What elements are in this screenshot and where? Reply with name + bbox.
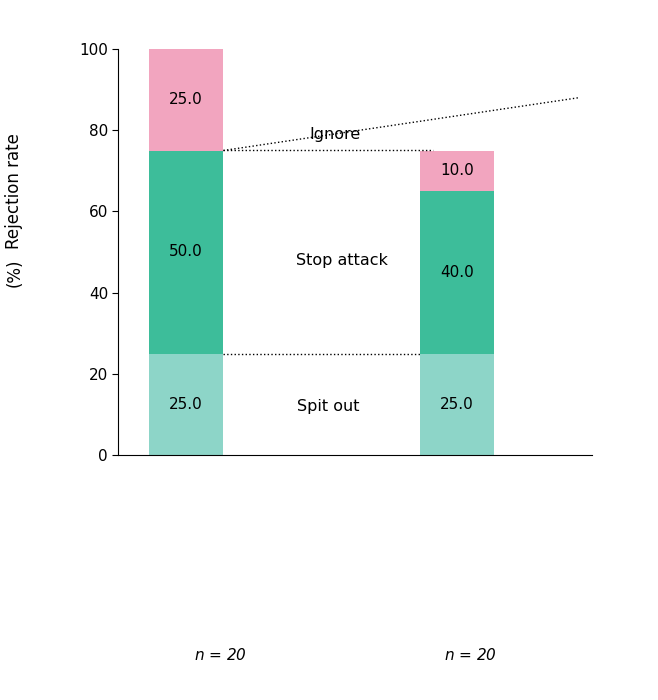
Text: Stop attack: Stop attack — [296, 253, 388, 267]
Text: Ignore: Ignore — [309, 127, 361, 142]
Text: $n$ = 20: $n$ = 20 — [194, 647, 247, 662]
Text: 25.0: 25.0 — [169, 397, 203, 412]
Text: Spit out: Spit out — [297, 399, 359, 414]
Text: (%): (%) — [5, 258, 23, 286]
Text: 40.0: 40.0 — [440, 265, 474, 280]
Text: 25.0: 25.0 — [440, 397, 474, 412]
Text: 25.0: 25.0 — [169, 92, 203, 107]
Bar — [420, 191, 494, 354]
Text: $n$ = 20: $n$ = 20 — [444, 647, 497, 662]
Bar — [420, 354, 494, 455]
Text: 50.0: 50.0 — [169, 244, 203, 260]
Bar — [420, 150, 494, 191]
Text: Rejection rate: Rejection rate — [5, 133, 23, 249]
Bar — [149, 49, 223, 150]
Text: 10.0: 10.0 — [440, 163, 474, 179]
Bar — [149, 150, 223, 354]
Bar — [149, 354, 223, 455]
